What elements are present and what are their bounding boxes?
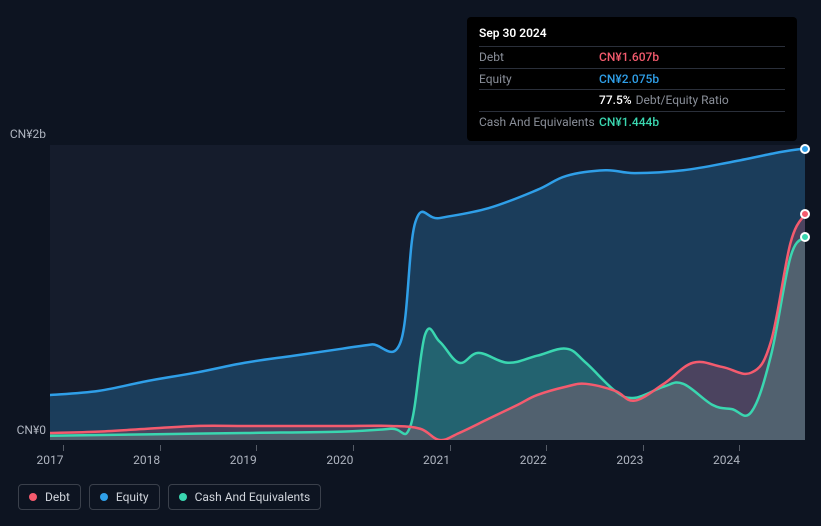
tooltip-row-value: CN¥1.444b <box>599 114 659 131</box>
x-tick-mark <box>256 445 257 451</box>
y-tick-bottom: CN¥0 <box>0 423 46 437</box>
y-tick-top: CN¥2b <box>0 127 46 141</box>
x-axis: 2017 2018 2019 2020 2021 2022 2023 2024 <box>50 445 805 465</box>
chart-svg <box>50 145 805 440</box>
x-tick-mark <box>739 445 740 451</box>
x-tick-mark <box>643 445 644 451</box>
x-tick-label: 2018 <box>133 453 160 467</box>
tooltip-row-value: CN¥2.075b <box>599 71 659 88</box>
series-marker-debt <box>800 209 810 219</box>
legend-label: Equity <box>116 490 149 504</box>
tooltip-row-value: 77.5% <box>599 92 632 109</box>
y-tick-label: CN¥0 <box>17 423 46 437</box>
legend-dot <box>100 493 108 501</box>
x-tick-label: 2017 <box>37 453 64 467</box>
x-tick: 2024 <box>726 445 753 467</box>
x-tick-mark <box>63 445 64 451</box>
x-tick-mark <box>160 445 161 451</box>
legend-dot <box>179 493 187 501</box>
legend-item-cash-and-equivalents[interactable]: Cash And Equivalents <box>168 484 322 510</box>
legend-label: Debt <box>45 490 70 504</box>
tooltip-row-label: Equity <box>479 71 599 88</box>
x-tick-label: 2024 <box>713 453 740 467</box>
tooltip-date: Sep 30 2024 <box>479 25 785 46</box>
x-tick-label: 2020 <box>326 453 353 467</box>
x-tick: 2021 <box>437 445 464 467</box>
series-marker-equity <box>800 144 810 154</box>
x-tick: 2018 <box>147 445 174 467</box>
x-tick-mark <box>450 445 451 451</box>
series-marker-cash-and-equivalents <box>800 232 810 242</box>
x-tick-mark <box>546 445 547 451</box>
legend-label: Cash And Equivalents <box>195 490 311 504</box>
chart-tooltip: Sep 30 2024 DebtCN¥1.607bEquityCN¥2.075b… <box>467 17 797 141</box>
x-tick-label: 2023 <box>616 453 643 467</box>
x-tick: 2023 <box>630 445 657 467</box>
x-tick-mark <box>353 445 354 451</box>
x-tick: 2017 <box>50 445 77 467</box>
tooltip-row-label: Debt <box>479 49 599 66</box>
tooltip-row-label: Cash And Equivalents <box>479 114 599 131</box>
tooltip-row: 77.5%Debt/Equity Ratio <box>479 89 785 111</box>
chart-legend: Debt Equity Cash And Equivalents <box>18 484 321 510</box>
x-tick: 2022 <box>533 445 560 467</box>
y-tick-label: CN¥2b <box>10 127 46 141</box>
legend-item-equity[interactable]: Equity <box>89 484 160 510</box>
x-tick-label: 2022 <box>520 453 547 467</box>
tooltip-row: Cash And EquivalentsCN¥1.444b <box>479 111 785 133</box>
x-tick: 2020 <box>340 445 367 467</box>
tooltip-ratio-label: Debt/Equity Ratio <box>636 92 729 109</box>
legend-dot <box>29 493 37 501</box>
chart-plot-area[interactable] <box>50 145 805 440</box>
tooltip-row-label <box>479 92 599 109</box>
x-tick-label: 2021 <box>423 453 450 467</box>
tooltip-row: DebtCN¥1.607b <box>479 46 785 68</box>
x-tick-label: 2019 <box>230 453 257 467</box>
x-tick: 2019 <box>243 445 270 467</box>
tooltip-row-value: CN¥1.607b <box>599 49 659 66</box>
legend-item-debt[interactable]: Debt <box>18 484 81 510</box>
tooltip-row: EquityCN¥2.075b <box>479 68 785 90</box>
